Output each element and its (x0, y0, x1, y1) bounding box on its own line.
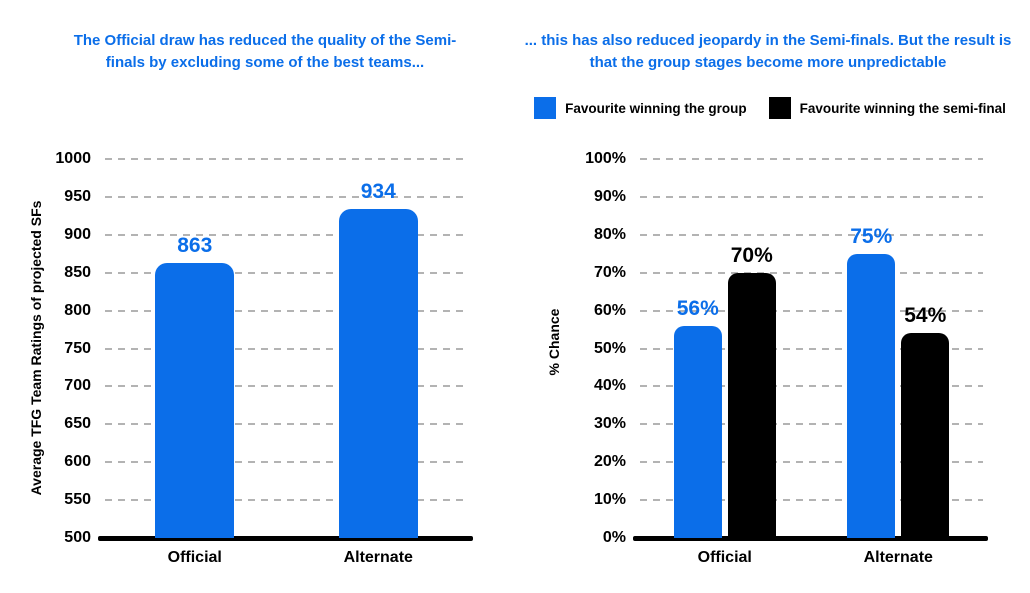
y-tick-label: 0% (602, 529, 626, 546)
bar-official (155, 262, 235, 538)
x-tick-label-alternate: Alternate (863, 549, 933, 566)
legend: Favourite winning the group Favourite wi… (510, 97, 1030, 119)
gridline (105, 385, 468, 388)
bar-alternate (338, 209, 418, 538)
x-tick-label-official: Official (697, 549, 752, 566)
y-tick-label: 50% (593, 339, 626, 357)
bar-value-label: 75% (850, 224, 893, 248)
gridline (640, 233, 983, 236)
y-tick-label: 40% (593, 377, 626, 395)
gridline (640, 271, 983, 274)
right-chart-title: ... this has also reduced jeopardy in th… (524, 32, 1012, 71)
gridline (105, 461, 468, 464)
y-tick-label: 550 (64, 491, 91, 509)
y-tick-label: 950 (64, 187, 91, 205)
y-tick-label: 700 (64, 377, 91, 395)
y-tick-label: 20% (593, 453, 626, 471)
gridline (105, 423, 468, 426)
bar-value-label: 934 (360, 180, 396, 204)
y-tick-label: 80% (593, 225, 626, 243)
x-axis-line (633, 536, 988, 541)
y-tick-label: 30% (593, 415, 626, 433)
gridline (640, 309, 983, 312)
bar-value-label: 54% (904, 304, 947, 328)
right-chart-plot-area: 0% 10% 20% 30% 40% 50% 60% 70% 80% 90% 100% Officia… (585, 150, 988, 566)
legend-label-favourite-semifinal: Favourite winning the semi-final (799, 100, 1006, 116)
bar-value-label: 70% (730, 243, 773, 267)
y-tick-label: 70% (593, 263, 626, 281)
y-tick-label: 600 (64, 453, 91, 471)
y-tick-label: 650 (64, 415, 91, 433)
y-tick-label: 500 (64, 529, 91, 546)
y-tick-label: 800 (64, 301, 91, 319)
gridline (105, 271, 468, 274)
legend-label-favourite-group: Favourite winning the group (565, 100, 747, 116)
y-tick-label: 100% (585, 150, 626, 167)
gridline (105, 195, 468, 198)
legend-swatch-black-icon (768, 97, 791, 119)
legend-item-favourite-semifinal: Favourite winning the semi-final (768, 97, 1006, 119)
gridline (105, 347, 468, 350)
bar-value-label: 56% (676, 296, 719, 320)
y-tick-label: 1000 (55, 150, 91, 167)
y-tick-label: 900 (64, 225, 91, 243)
gridline (640, 347, 983, 350)
gridline (105, 158, 468, 160)
bar-alternate-series0 (847, 253, 896, 538)
bar-value-label: 863 (177, 233, 213, 257)
y-tick-label: 10% (593, 491, 626, 509)
x-tick-label-official: Official (167, 549, 222, 566)
y-tick-label: 750 (64, 339, 91, 357)
gridline (640, 461, 983, 464)
gridline (640, 385, 983, 388)
legend-swatch-blue-icon (534, 97, 557, 119)
left-chart-plot-area: 500 550 600 650 700 750 800 850 900 950 1000 Offici… (55, 150, 473, 566)
left-chart-title: The Official draw has reduced the qualit… (73, 32, 457, 71)
y-tick-label: 90% (593, 187, 626, 205)
gridline (105, 499, 468, 502)
bar-official-series0 (673, 325, 722, 538)
gridline (640, 195, 983, 198)
gridline (640, 423, 983, 426)
x-axis-line (98, 536, 473, 541)
legend-item-favourite-group: Favourite winning the group (534, 97, 747, 119)
bar-official-series1 (727, 272, 776, 538)
gridline (105, 309, 468, 312)
gridline (640, 499, 983, 502)
x-tick-label-alternate: Alternate (343, 549, 413, 566)
gridline (640, 158, 983, 160)
y-tick-label: 850 (64, 263, 91, 281)
gridline (105, 233, 468, 236)
y-tick-label: 60% (593, 301, 626, 319)
bar-alternate-series1 (901, 333, 950, 538)
